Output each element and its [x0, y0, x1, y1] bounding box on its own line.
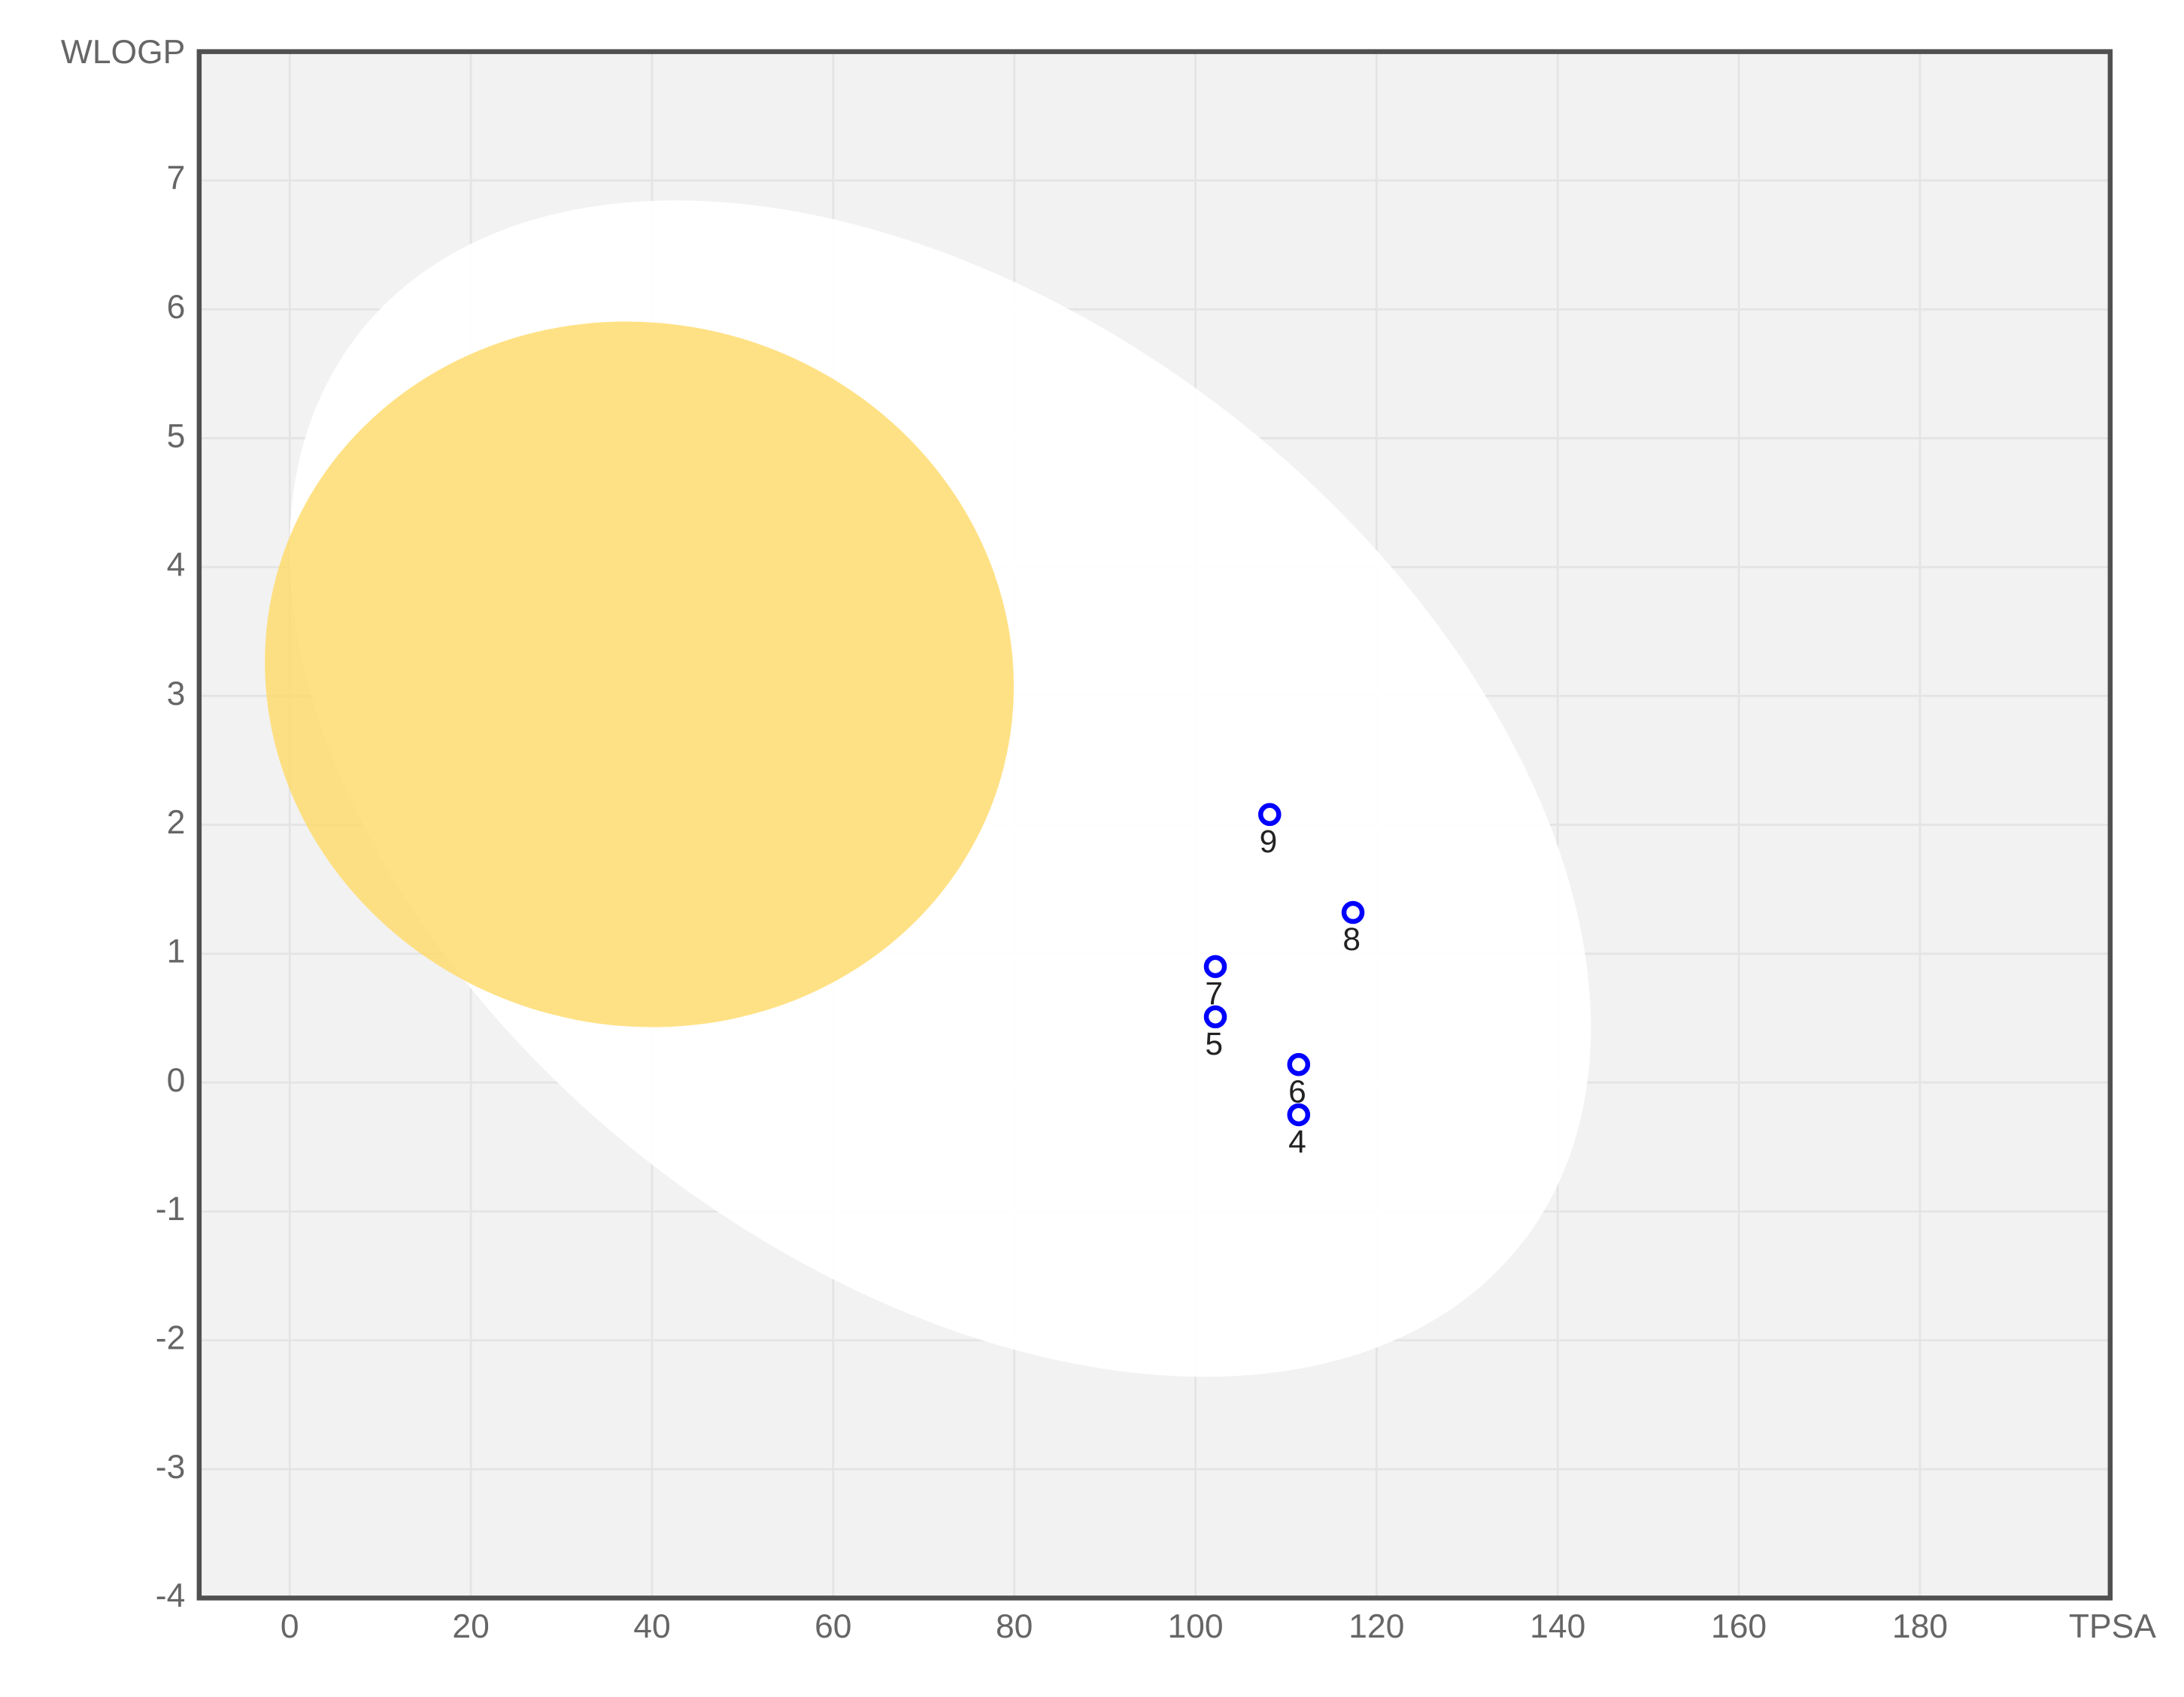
- point-label: 4: [1288, 1124, 1306, 1160]
- point: [1203, 1005, 1227, 1029]
- x-tick-label: 40: [633, 1608, 670, 1645]
- point-label: 5: [1205, 1026, 1223, 1062]
- x-tick-label: 0: [281, 1608, 299, 1645]
- x-tick-label: 120: [1348, 1608, 1404, 1645]
- bbb-region: [265, 321, 1014, 1028]
- y-tick-label: 4: [167, 547, 186, 584]
- y-tick-label: 5: [167, 417, 186, 454]
- y-tick-label: 3: [167, 675, 186, 712]
- y-tick-label: -2: [156, 1320, 186, 1357]
- point-label: 8: [1342, 921, 1360, 958]
- x-tick-label: 20: [452, 1608, 489, 1645]
- x-tick-label: 100: [1167, 1608, 1223, 1645]
- y-tick-label: -4: [156, 1577, 186, 1614]
- point: [1203, 955, 1227, 979]
- x-tick-label: 160: [1711, 1608, 1767, 1645]
- x-tick-label: 180: [1892, 1608, 1948, 1645]
- x-tick-label: 140: [1530, 1608, 1585, 1645]
- point: [1287, 1103, 1311, 1127]
- y-tick-label: 6: [167, 289, 186, 326]
- y-tick-label: -1: [156, 1191, 186, 1228]
- x-tick-label: 60: [814, 1608, 851, 1645]
- y-axis-label: WLOGP: [61, 34, 185, 71]
- x-tick-label: 80: [996, 1608, 1033, 1645]
- y-tick-label: 2: [167, 804, 186, 841]
- point: [1341, 900, 1365, 924]
- y-tick-label: 7: [167, 160, 186, 197]
- y-tick-label: -3: [156, 1449, 186, 1486]
- point-label: 7: [1205, 976, 1223, 1012]
- y-tick-label: 0: [167, 1062, 186, 1099]
- point-label: 9: [1260, 824, 1278, 860]
- point-label: 6: [1288, 1073, 1306, 1110]
- plot-frame: [196, 49, 2113, 1601]
- x-axis-label: TPSA: [2069, 1608, 2156, 1645]
- point: [1258, 803, 1282, 827]
- y-tick-label: 1: [167, 934, 186, 970]
- point: [1287, 1052, 1311, 1076]
